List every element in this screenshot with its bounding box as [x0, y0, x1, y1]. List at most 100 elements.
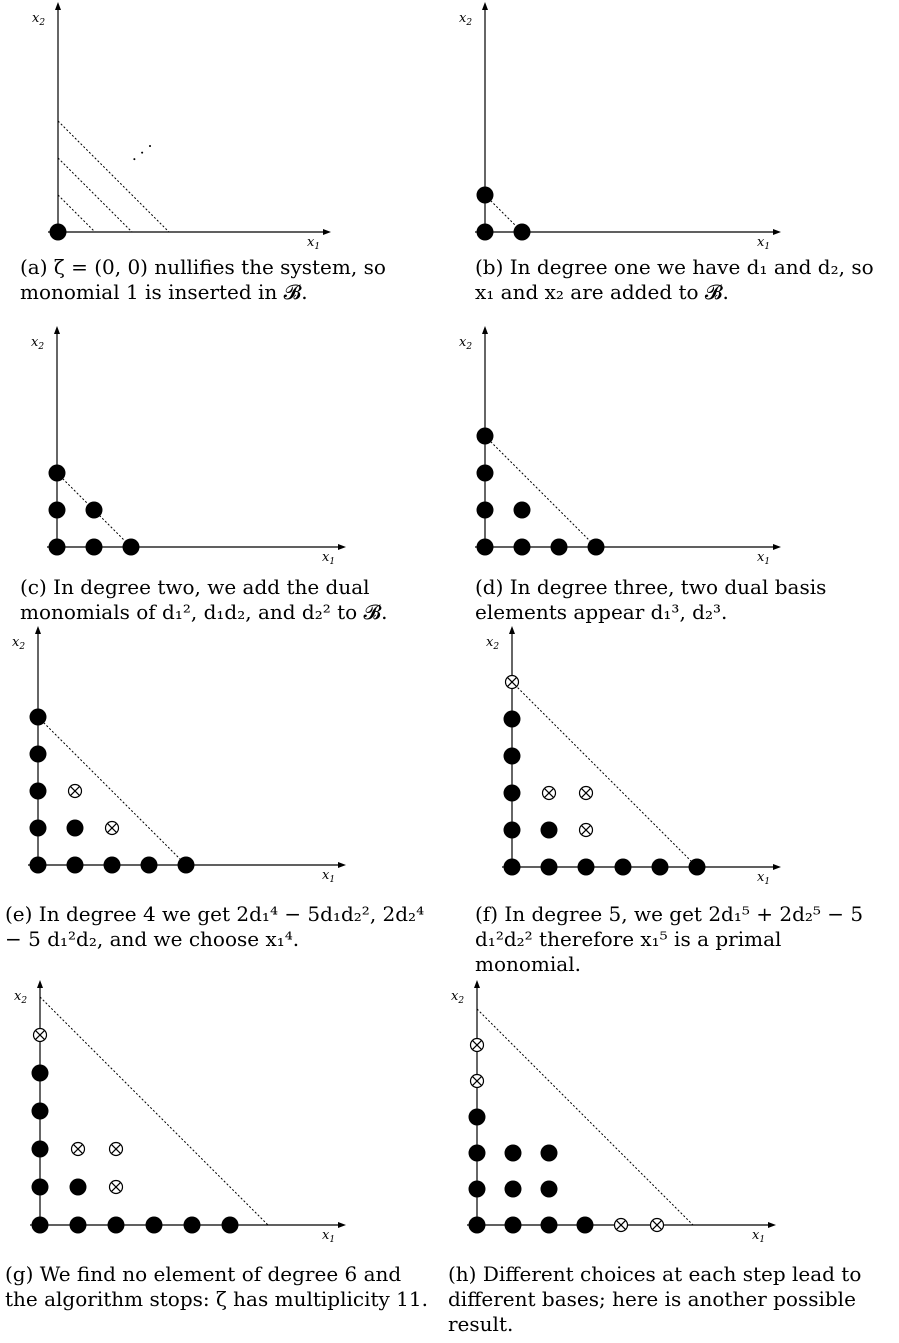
crossed-monomial-icon: [504, 674, 520, 690]
crossed-monomial-icon: [613, 1217, 629, 1233]
basis-monomial-dot: [503, 858, 521, 876]
basis-monomial-dot: [468, 1216, 486, 1234]
caption-g: (g) We find no element of degree 6 and t…: [5, 1262, 428, 1311]
basis-monomial-dot: [476, 464, 494, 482]
caption-d: (d) In degree three, two dual basis elem…: [475, 575, 827, 624]
basis-monomial-dot: [540, 821, 558, 839]
basis-monomial-dot: [69, 1178, 87, 1196]
y-axis-arrow-icon: [37, 980, 43, 988]
basis-monomial-dot: [122, 538, 140, 556]
basis-monomial-dot: [504, 1216, 522, 1234]
diagram-d: x1 x2: [459, 326, 781, 567]
basis-monomial-dot: [688, 858, 706, 876]
ellipsis: · · ·: [126, 137, 158, 168]
caption-c: (c) In degree two, we add the dual monom…: [20, 575, 388, 624]
basis-monomial-dot: [66, 856, 84, 874]
basis-monomial-dot: [29, 856, 47, 874]
crossed-monomial-icon: [70, 1141, 86, 1157]
basis-monomial-dot: [140, 856, 158, 874]
x-axis-label: x1: [757, 235, 770, 252]
crossed-monomial-icon: [32, 1027, 48, 1043]
basis-monomial-dot: [468, 1180, 486, 1198]
y-axis-label: x2: [32, 11, 45, 28]
basis-monomial-dot: [29, 708, 47, 726]
basis-monomial-dot: [48, 464, 66, 482]
basis-monomial-dot: [183, 1216, 201, 1234]
basis-monomial-dot: [29, 782, 47, 800]
caption-f: (f) In degree 5, we get 2d₁⁵ + 2d₂⁵ − 5 …: [475, 902, 864, 976]
diagram-b: x1 x2: [459, 2, 781, 252]
y-axis-label: x2: [31, 335, 44, 352]
crossed-monomial-icon: [649, 1217, 665, 1233]
panel-h: x1 x2: [450, 975, 899, 1343]
basis-monomial-dot: [513, 223, 531, 241]
diagram-a: x1 x2 · · ·: [32, 2, 331, 252]
diagram-e: x1 x2: [12, 626, 346, 885]
basis-monomial-dot: [29, 819, 47, 837]
degree-diagonal-1: [57, 194, 96, 233]
basis-monomial-dot: [69, 1216, 87, 1234]
y-axis-arrow-icon: [509, 626, 515, 634]
diagram-g: x1 x2: [14, 980, 346, 1245]
x-axis-label: x1: [757, 550, 770, 567]
panel-g: x1 x2: [0, 975, 440, 1343]
degree-diagonal-1: [484, 194, 523, 233]
basis-monomial-dot: [503, 821, 521, 839]
y-axis-label: x2: [459, 11, 472, 28]
basis-monomial-dot: [476, 186, 494, 204]
diagram-f: x1 x2: [486, 626, 781, 887]
x-axis-label: x1: [322, 550, 335, 567]
basis-monomial-dot: [476, 538, 494, 556]
basis-monomial-dot: [550, 538, 568, 556]
basis-monomial-dot: [107, 1216, 125, 1234]
basis-monomial-dot: [576, 1216, 594, 1234]
basis-monomial-dot: [476, 427, 494, 445]
y-axis-label: x2: [14, 989, 27, 1006]
basis-monomial-dot: [66, 819, 84, 837]
y-axis-arrow-icon: [474, 980, 480, 988]
basis-monomial-dot: [31, 1064, 49, 1082]
y-axis-arrow-icon: [482, 326, 488, 334]
degree-diagonal-3: [484, 435, 597, 548]
panel-d: x1 x2: [450, 320, 899, 620]
x-axis-arrow-icon: [773, 544, 781, 550]
basis-monomial-dot: [29, 745, 47, 763]
basis-monomial-dot: [577, 858, 595, 876]
basis-monomial-dot: [85, 501, 103, 519]
degree-diagonal-3: [57, 120, 170, 233]
panel-a: x1 x2 · · ·: [0, 0, 440, 320]
panel-e: x1 x2: [0, 620, 440, 975]
x-axis-arrow-icon: [338, 862, 346, 868]
basis-monomial-dot: [85, 538, 103, 556]
degree-diagonal-5: [511, 681, 698, 868]
basis-monomial-dot: [540, 858, 558, 876]
panel-f: x1 x2: [450, 620, 899, 975]
basis-monomial-dot: [513, 501, 531, 519]
basis-monomial-dot: [31, 1140, 49, 1158]
degree-diagonal-6: [476, 1008, 694, 1226]
diagram-c: x1 x2: [31, 326, 346, 567]
caption-a: (a) ζ = (0, 0) nullifies the system, so …: [20, 255, 386, 304]
caption-b: (b) In degree one we have d₁ and d₂, so …: [475, 255, 874, 304]
x-axis-label: x1: [322, 868, 335, 885]
crossed-monomial-icon: [469, 1037, 485, 1053]
y-axis-label: x2: [459, 335, 472, 352]
basis-monomial-dot: [221, 1216, 239, 1234]
x-axis-arrow-icon: [323, 229, 331, 235]
y-axis-arrow-icon: [54, 326, 60, 334]
basis-monomial-dot: [540, 1180, 558, 1198]
basis-monomial-dot: [177, 856, 195, 874]
basis-monomial-dot: [540, 1216, 558, 1234]
x-axis-label: x1: [307, 235, 320, 252]
basis-monomial-dot: [651, 858, 669, 876]
caption-e: (e) In degree 4 we get 2d₁⁴ − 5d₁d₂², 2d…: [5, 902, 425, 951]
basis-monomial-dot: [587, 538, 605, 556]
x-axis-arrow-icon: [773, 864, 781, 870]
basis-monomial-dot: [503, 784, 521, 802]
basis-monomial-dot: [468, 1144, 486, 1162]
basis-monomial-dot: [513, 538, 531, 556]
basis-monomial-dot: [504, 1144, 522, 1162]
y-axis-label: x2: [12, 635, 25, 652]
basis-monomial-dot: [476, 501, 494, 519]
crossed-monomial-icon: [578, 822, 594, 838]
